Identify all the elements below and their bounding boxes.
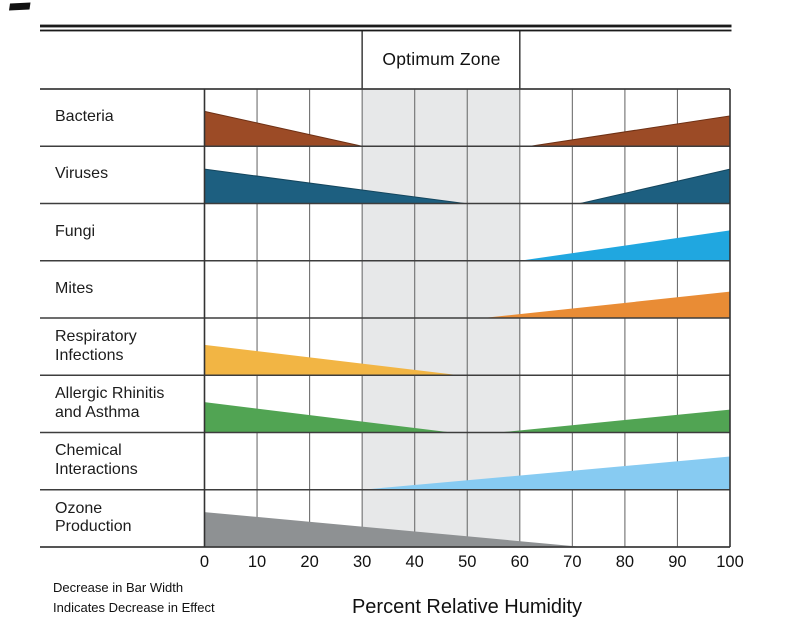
wedge-respiratory-infections-left	[204, 344, 460, 376]
row-label-allergic-rhinitis-asthma: Allergic Rhinitis and Asthma	[55, 375, 164, 432]
tick-label-80: 80	[615, 553, 635, 571]
tick-label-10: 10	[247, 553, 267, 571]
row-label-ozone-production: Ozone Production	[55, 490, 132, 547]
row-label-mites: Mites	[55, 261, 93, 318]
row-label-line: Viruses	[55, 165, 109, 183]
wedge-viruses-right	[580, 168, 731, 204]
tick-label-20: 20	[300, 553, 319, 571]
row-label-line: Interactions	[55, 461, 138, 479]
tick-label-50: 50	[458, 553, 477, 571]
footnote-line-1: Decrease in Bar Width	[53, 580, 184, 595]
row-label-line: Production	[55, 518, 132, 536]
row-label-line: Infections	[55, 346, 124, 364]
wedge-bacteria-left	[204, 110, 363, 147]
wedge-allergic-rhinitis-asthma-left	[204, 402, 452, 433]
row-label-line: Respiratory	[55, 327, 137, 345]
row-label-line: Ozone	[55, 499, 103, 517]
row-label-line: Mites	[55, 279, 94, 297]
tick-label-90: 90	[668, 553, 687, 571]
x-axis-title: Percent Relative Humidity	[351, 596, 583, 618]
tick-label-100: 100	[716, 553, 744, 571]
row-label-line: Allergic Rhinitis	[55, 385, 165, 402]
wedge-ozone-production-left	[204, 512, 583, 547]
tick-label-70: 70	[563, 553, 582, 571]
optimum-zone-label: Optimum Zone	[382, 48, 501, 69]
row-label-viruses: Viruses	[55, 146, 108, 203]
footnote-line-2: Indicates Decrease in Effect	[53, 600, 215, 616]
row-label-line: and Asthma	[55, 403, 140, 421]
wedge-chemical-interactions-right	[362, 456, 730, 490]
corner-mark	[9, 2, 31, 11]
wedge-fungi-right	[519, 230, 730, 261]
row-label-chemical-interactions: Chemical Interactions	[55, 433, 138, 490]
wedge-allergic-rhinitis-asthma-right	[498, 409, 730, 433]
tick-label-0: 0	[199, 553, 210, 571]
double-rule-top	[40, 24, 732, 28]
wedge-bacteria-right	[530, 115, 731, 147]
row-label-respiratory-infections: Respiratory Infections	[55, 318, 137, 375]
tick-label-60: 60	[510, 553, 529, 571]
row-label-line: Bacteria	[55, 108, 114, 126]
row-label-line: Fungi	[55, 222, 96, 240]
tick-label-40: 40	[405, 553, 424, 571]
row-label-line: Chemical	[55, 442, 122, 460]
wedge-mites-right	[483, 291, 730, 318]
row-label-fungi: Fungi	[55, 204, 95, 261]
row-label-bacteria: Bacteria	[55, 89, 114, 146]
double-rule-bottom	[40, 29, 732, 32]
footnote: Decrease in Bar Width Indicates Decrease…	[53, 578, 215, 618]
tick-label-30: 30	[352, 553, 372, 571]
